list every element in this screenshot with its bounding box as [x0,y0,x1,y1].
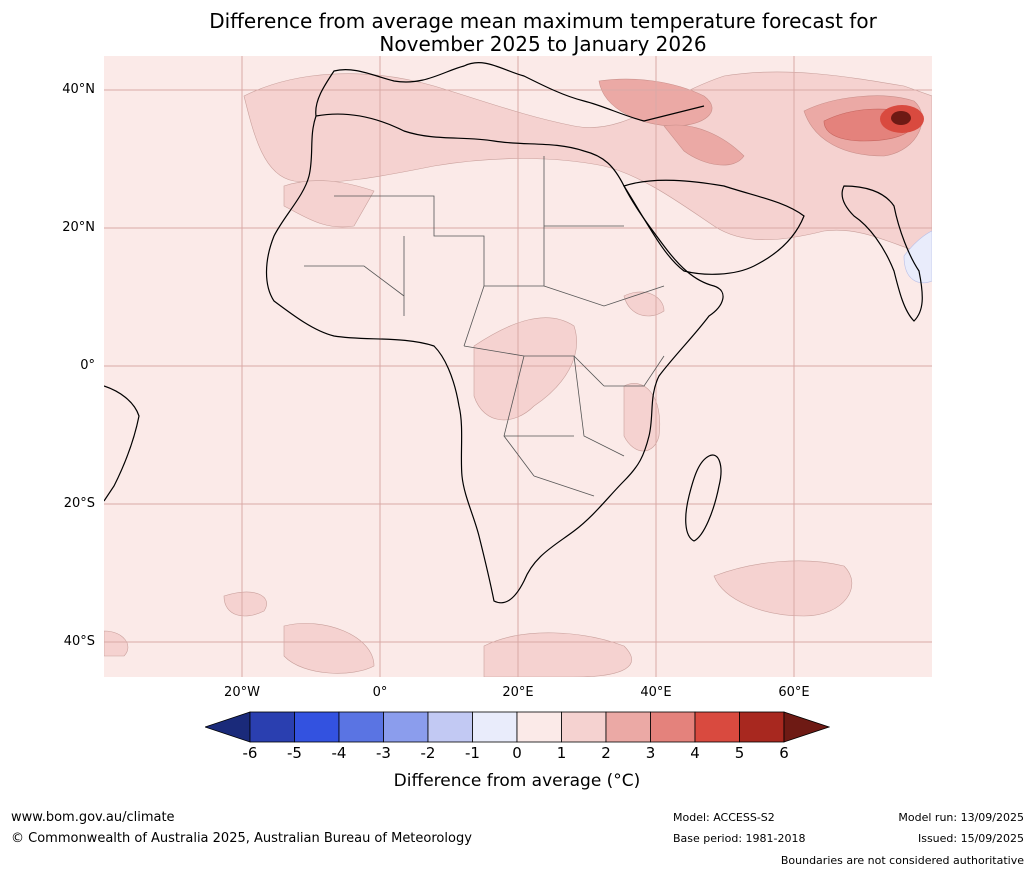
map-canvas [104,56,932,677]
colorbar-tick-label: -2 [420,744,436,762]
map-gridlines [104,56,932,677]
lat-label-20n: 20°N [62,220,95,235]
anomaly-1-2-regions [104,71,932,677]
lat-label-20s: 20°S [63,496,95,511]
colorbar-segment [338,711,384,743]
colorbar-segment [516,711,562,743]
colorbar-extend-high [783,711,830,743]
title-line-2: November 2025 to January 2026 [379,32,707,56]
colorbar-tick-label: 2 [601,744,611,762]
lon-label-40e: 40°E [640,685,672,700]
colorbar-segment [472,711,518,743]
colorbar-segment [650,711,696,743]
footer-copyright: © Commonwealth of Australia 2025, Austra… [11,831,472,846]
country-borders [304,156,665,497]
colorbar-segment [739,711,785,743]
colorbar-segment [694,711,740,743]
title-line-1: Difference from average mean maximum tem… [209,9,877,33]
colorbar-tick-label: -1 [465,744,480,762]
map-title: Difference from average mean maximum tem… [0,10,1035,56]
anomaly-5-6-region [891,111,911,125]
anomaly-cool-region [903,230,932,284]
footer-website[interactable]: www.bom.gov.au/climate [11,810,175,825]
colorbar-tick-label: 4 [690,744,700,762]
forecast-map [104,56,932,677]
footer-disclaimer: Boundaries are not considered authoritat… [780,854,1024,867]
colorbar-label: Difference from average (°C) [393,771,641,791]
colorbar-segment [383,711,429,743]
colorbar-tick-label: -6 [242,744,258,762]
colorbar-tick-label: 6 [779,744,789,762]
lat-label-40n: 40°N [62,82,95,97]
colorbar-tick-label: 5 [734,744,745,762]
lon-label-20e: 20°E [502,685,534,700]
colorbar-segments [205,711,830,743]
lon-label-20w: 20°W [224,685,260,700]
colorbar-extend-low [205,711,251,743]
footer-model-run: Model run: 13/09/2025 [898,811,1024,824]
footer-model: Model: ACCESS-S2 [673,811,775,824]
colorbar-segment [561,711,607,743]
colorbar-tick-label: 0 [512,744,522,762]
colorbar-segment [249,711,295,743]
colorbar [205,711,830,743]
colorbar-tick-label: 1 [556,744,567,762]
colorbar-tick-label: 3 [645,744,656,762]
lat-label-0: 0° [80,358,95,373]
lon-label-60e: 60°E [778,685,810,700]
colorbar-segment [605,711,651,743]
footer-base-period: Base period: 1981-2018 [673,832,806,845]
lat-label-40s: 40°S [63,634,95,649]
colorbar-segment [294,711,340,743]
lon-label-0: 0° [372,685,388,700]
footer-issued: Issued: 15/09/2025 [917,832,1024,845]
colorbar-tick-label: -3 [376,744,391,762]
colorbar-segment [427,711,473,743]
colorbar-tick-label: -5 [287,744,302,762]
colorbar-tick-label: -4 [331,744,347,762]
coastlines [104,62,923,604]
